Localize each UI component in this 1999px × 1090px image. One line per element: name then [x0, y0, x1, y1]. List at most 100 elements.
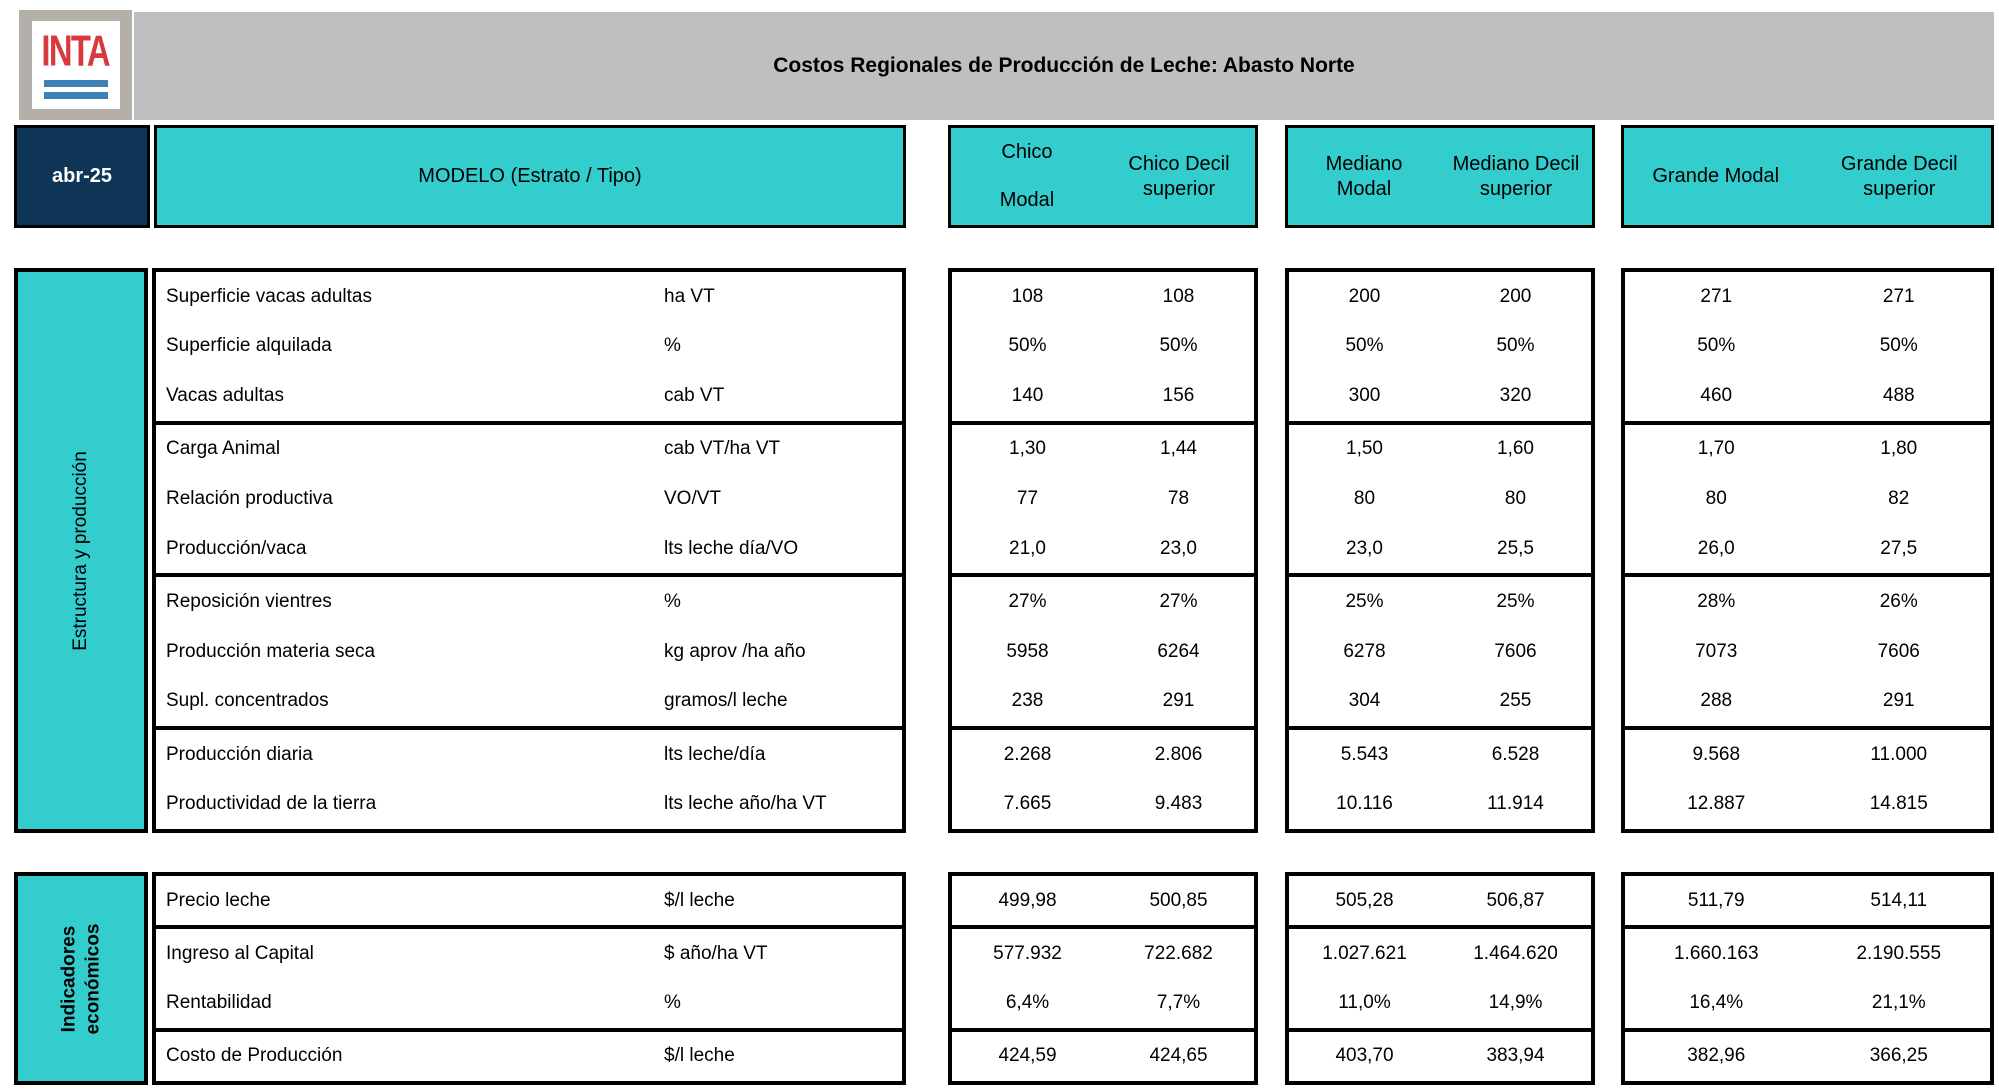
table-row: Rentabilidad%	[156, 979, 902, 1028]
data-row: 11,0% 14,9%	[1289, 979, 1591, 1028]
cell-value-decil: 291	[1882, 690, 1915, 712]
data-row: 140 156	[952, 371, 1254, 421]
cell-value-modal: 27%	[1008, 591, 1047, 613]
cell-value-decil: 25,5	[1497, 537, 1534, 559]
model-header-cell: MODELO (Estrato / Tipo)	[154, 125, 906, 228]
cell-value-modal: 80	[1353, 487, 1376, 509]
cell-value-decil: 9.483	[1154, 793, 1203, 815]
cell-value-decil: 82	[1888, 487, 1910, 509]
data-row-group: 403,70 383,94	[1289, 1027, 1591, 1081]
column-header-modal: Grande Modal	[1624, 128, 1808, 225]
cell-value-modal: 5958	[1006, 640, 1049, 662]
row-label: Producción/vaca	[166, 537, 307, 559]
cell-value-modal: 238	[1011, 690, 1044, 712]
table-row: Producción/vaca lts leche día/VO	[156, 524, 902, 574]
cell-value-decil: 80	[1504, 487, 1527, 509]
data-row: 50% 50%	[952, 322, 1254, 372]
data-row: 16,4% 21,1%	[1625, 979, 1990, 1028]
row-unit: %	[664, 335, 681, 357]
section-indicadores-economicos: Indicadores económicos Precio leche $/l le…	[0, 872, 1999, 1085]
cell-value-modal: 7073	[1695, 640, 1738, 662]
data-row: 10.116 11.914	[1289, 779, 1591, 829]
cell-value-decil: 2.806	[1154, 743, 1203, 765]
title-bar: Costos Regionales de Producción de Leche…	[134, 12, 1994, 120]
data-row-group: 1,50 1,60 80 80 23,0 25,5	[1289, 420, 1591, 574]
cell-value-modal: 2.268	[1003, 743, 1052, 765]
cell-value-decil: 27%	[1159, 591, 1198, 613]
row-label: Producción materia seca	[166, 640, 376, 662]
table-row: Reposición vientres%	[156, 577, 902, 627]
cell-value-modal: 460	[1700, 384, 1733, 406]
data-row: 25% 25%	[1289, 577, 1591, 627]
column-header-line: Grande Decil superior	[1840, 152, 1958, 200]
cell-value-modal: 505,28	[1335, 889, 1394, 911]
data-row: 80 80	[1289, 474, 1591, 524]
data-row: 7.665 9.483	[952, 779, 1254, 829]
cell-value-modal: 403,70	[1335, 1045, 1394, 1067]
cell-value-decil: 11.000	[1870, 743, 1928, 765]
data-row-group: 1.027.621 1.464.620 11,0% 14,9%	[1289, 925, 1591, 1028]
cell-value-decil: 722.682	[1144, 942, 1213, 964]
cell-value-decil: 506,87	[1486, 889, 1545, 911]
column-header-line: Chico	[1001, 141, 1053, 163]
cell-value-decil: 1,44	[1160, 438, 1197, 460]
row-label-column: Superficie vacas adultas ha VT Superficie …	[152, 268, 906, 833]
cell-value-modal: 77	[1016, 487, 1039, 509]
data-row-group: 577.932 722.682 6,4% 7,7%	[952, 925, 1254, 1028]
row-unit: %	[664, 992, 681, 1014]
cell-value-modal: 6,4%	[1005, 992, 1050, 1014]
cell-value-modal: 5.543	[1340, 743, 1389, 765]
cell-value-decil: 383,94	[1486, 1045, 1545, 1067]
cell-value-decil: 156	[1162, 384, 1195, 406]
table-row: Costo de Producción $/l leche	[156, 1032, 902, 1081]
sidebar-label-line: Indicadores	[58, 925, 80, 1032]
data-row: 23,0 25,5	[1289, 524, 1591, 574]
cell-value-decil: 108	[1162, 285, 1195, 307]
row-unit: ha VT	[664, 285, 715, 307]
data-row: 1,70 1,80	[1625, 425, 1990, 475]
row-label: Vacas adultas	[166, 384, 284, 406]
row-unit: kg aprov /ha año	[664, 640, 806, 662]
data-row: 382,96 366,25	[1625, 1032, 1990, 1081]
cell-value-decil: 27,5	[1880, 537, 1918, 559]
data-row-group: 9.568 11.000 12.887 14.815	[1625, 725, 1990, 829]
row-label: Costo de Producción	[166, 1045, 343, 1067]
data-row: 108 108	[952, 272, 1254, 322]
cell-value-decil: 78	[1167, 487, 1190, 509]
cell-value-decil: 514,11	[1870, 889, 1928, 911]
data-row: 28% 26%	[1625, 577, 1990, 627]
cell-value-modal: 1.660.163	[1673, 942, 1759, 964]
data-row: 26,0 27,5	[1625, 524, 1990, 574]
data-row-group: 5.543 6.528 10.116 11.914	[1289, 725, 1591, 829]
table-row: Carga Animal cab VT/ha VT	[156, 425, 902, 475]
data-row-group: 505,28 506,87	[1289, 876, 1591, 925]
cell-value-modal: 108	[1011, 285, 1044, 307]
cell-value-modal: 1.027.621	[1322, 942, 1407, 964]
column-header-line: Mediano Decil superior	[1452, 152, 1580, 200]
cell-value-modal: 26,0	[1697, 537, 1735, 559]
cell-value-modal: 50%	[1008, 335, 1047, 357]
data-row: 27% 27%	[952, 577, 1254, 627]
inta-logo-stripe	[43, 80, 108, 87]
sidebar-label-line: económicos	[82, 923, 103, 1034]
cell-value-modal: 10.116	[1336, 793, 1393, 815]
data-row: 77 78	[952, 474, 1254, 524]
cell-value-modal: 1,30	[1009, 438, 1046, 460]
column-header-line: Chico Decil superior	[1128, 152, 1230, 200]
cell-value-modal: 140	[1011, 384, 1044, 406]
row-unit: $/l leche	[664, 889, 735, 911]
data-row: 9.568 11.000	[1625, 730, 1990, 780]
column-header-decil: Grande Decil superior	[1808, 128, 1992, 225]
section-sidebar-label: Estructura y producción	[69, 451, 93, 651]
data-row: 6278 7606	[1289, 627, 1591, 677]
cell-value-modal: 23,0	[1346, 537, 1383, 559]
inta-logo-text: INTA	[41, 26, 111, 76]
row-label: Superficie alquilada	[166, 335, 332, 357]
row-label: Superficie vacas adultas	[166, 285, 372, 307]
cell-value-decil: 21,1%	[1871, 992, 1926, 1014]
data-row-group: 28% 26% 7073 7606 288 291	[1625, 573, 1990, 726]
row-group: Reposición vientres% Producción materia s…	[156, 573, 902, 726]
data-row: 6,4% 7,7%	[952, 979, 1254, 1028]
cell-value-decil: 7606	[1877, 640, 1920, 662]
